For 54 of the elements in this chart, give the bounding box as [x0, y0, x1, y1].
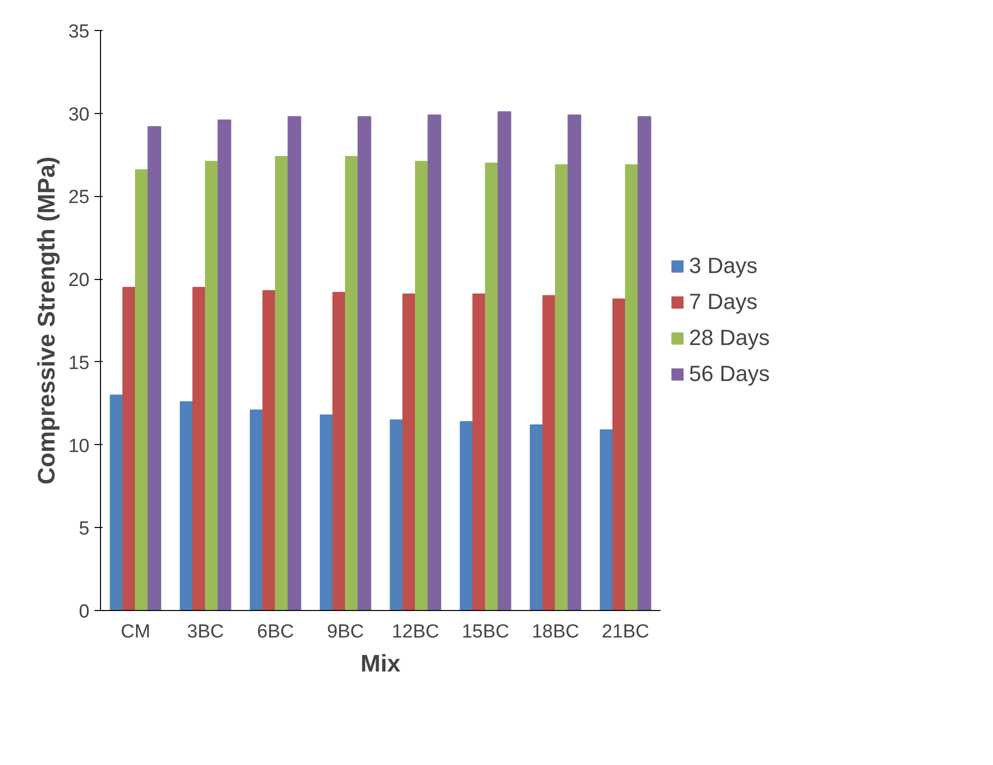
bar — [110, 394, 124, 610]
bar — [192, 286, 206, 610]
bar — [218, 119, 232, 610]
bar — [180, 401, 194, 610]
bar — [345, 156, 359, 610]
y-tick-label: 0 — [78, 602, 90, 622]
bar — [530, 424, 544, 610]
bar — [485, 162, 499, 610]
bar — [555, 164, 569, 610]
bar — [402, 293, 416, 610]
bar — [275, 156, 289, 610]
x-tick-label: CM — [120, 622, 150, 642]
bar — [472, 293, 486, 610]
x-tick-label: 15BC — [462, 622, 510, 642]
bar — [332, 292, 346, 610]
x-tick-label: 6BC — [257, 622, 294, 642]
bar — [135, 169, 149, 610]
y-tick-label: 35 — [68, 22, 90, 42]
legend-label: 7 Days — [689, 289, 758, 315]
x-tick-label: 18BC — [532, 622, 580, 642]
bar — [415, 160, 429, 610]
bar — [638, 116, 652, 610]
y-tick-label: 10 — [68, 436, 90, 457]
y-tick-label: 30 — [68, 104, 90, 126]
y-axis-title: Compressive Strength (MPa) — [33, 156, 60, 485]
bar — [122, 286, 136, 610]
bar — [625, 164, 639, 610]
bar — [148, 126, 162, 610]
bar — [542, 295, 556, 610]
bar — [358, 116, 372, 610]
legend-label: 28 Days — [689, 325, 770, 351]
y-tick-label: 5 — [78, 518, 90, 540]
bar — [460, 421, 474, 610]
x-axis-title: Mix — [360, 650, 402, 678]
x-tick-label: 9BC — [327, 622, 364, 642]
bar — [250, 409, 264, 610]
bar — [262, 290, 276, 610]
bar — [600, 429, 614, 610]
bar — [428, 114, 442, 610]
y-tick-label: 20 — [68, 270, 90, 292]
x-tick-label: 12BC — [392, 622, 440, 642]
x-tick-label: 21BC — [602, 622, 650, 642]
bar — [498, 111, 512, 610]
legend-label: 3 Days — [689, 253, 758, 279]
bar — [320, 414, 334, 610]
legend-label: 56 Days — [689, 361, 770, 387]
y-tick-label: 15 — [68, 352, 90, 374]
bar — [612, 298, 626, 610]
x-tick-label: 3BC — [187, 622, 224, 642]
bar — [288, 116, 302, 610]
bar — [205, 160, 219, 610]
bar — [390, 419, 404, 610]
y-tick-label: 25 — [68, 187, 90, 208]
bar — [568, 114, 582, 610]
